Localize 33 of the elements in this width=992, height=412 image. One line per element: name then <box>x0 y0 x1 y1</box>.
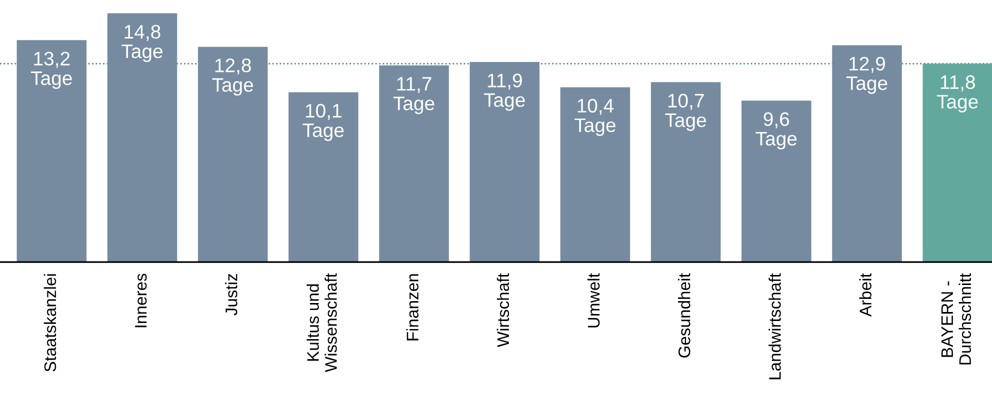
bar <box>16 40 87 262</box>
x-tick-label: Kultus und Wissenschaft <box>306 273 337 372</box>
data-label: 11,8 Tage <box>936 75 978 112</box>
bar <box>742 100 812 262</box>
x-tick-label: Landwirtschaft <box>768 273 781 380</box>
bar <box>198 46 268 262</box>
bar <box>379 65 449 262</box>
x-tick-label: Arbeit <box>859 273 872 317</box>
data-label: 10,4 Tage <box>574 98 616 136</box>
bar <box>922 64 992 262</box>
data-label: 11,9 Tage <box>484 74 525 111</box>
data-label: 11,7 Tage <box>393 77 434 114</box>
x-tick-label: Finanzen <box>406 274 418 340</box>
bar <box>560 87 630 262</box>
data-label: 12,9 Tage <box>846 56 888 94</box>
x-tick-label: Inneres <box>135 274 147 328</box>
data-label: 10,1 Tage <box>302 104 344 142</box>
x-tick-label: Staatskanzlei <box>44 274 56 372</box>
data-label: 13,2 Tage <box>31 52 72 89</box>
bar <box>107 13 178 262</box>
x-tick-label: Umwelt <box>587 273 600 328</box>
x-tick-label: Gesundheit <box>678 273 690 358</box>
bar <box>832 45 902 262</box>
bar <box>650 82 721 262</box>
x-tick-label: Justiz <box>225 274 238 316</box>
data-label: 12,8 Tage <box>212 58 254 96</box>
data-label: 9,6 Tage <box>756 112 797 150</box>
x-tick-label: BAYERN - Durchschnitt <box>941 273 972 364</box>
data-label: 14,8 Tage <box>122 24 162 62</box>
bar <box>470 62 540 262</box>
data-label: 10,7 Tage <box>665 94 706 131</box>
x-tick-label: Wirtschaft <box>496 273 510 348</box>
bar <box>288 92 358 262</box>
